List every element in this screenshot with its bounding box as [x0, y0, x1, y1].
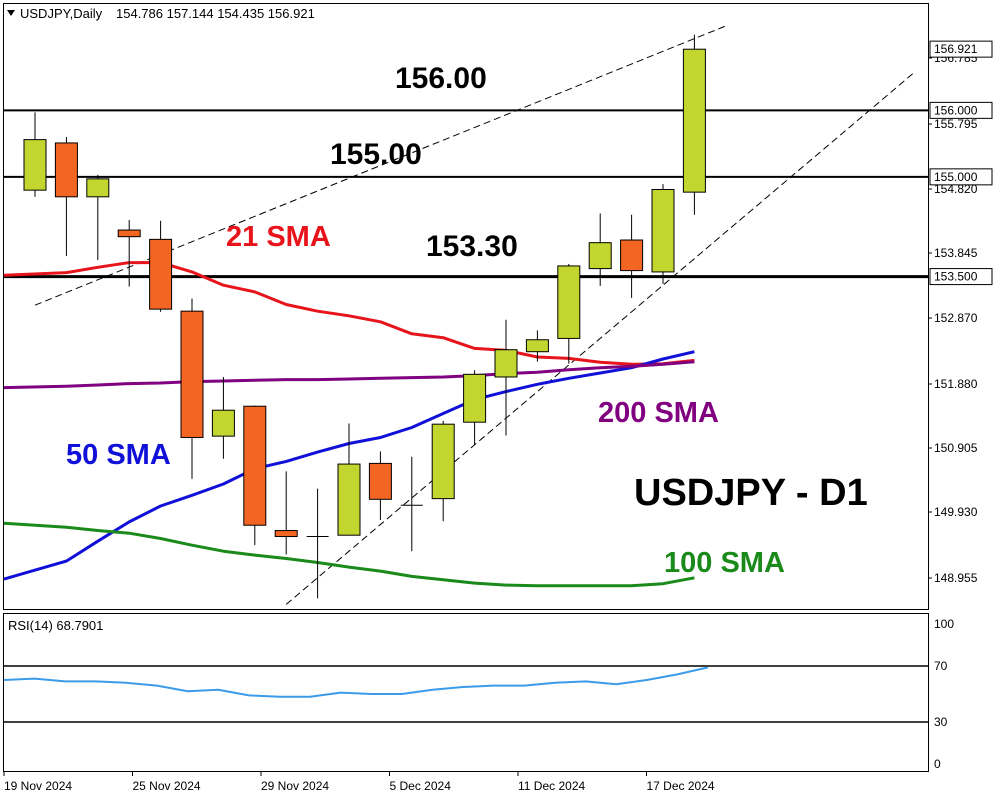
- candle-body: [525, 339, 549, 353]
- candle-body: [463, 373, 487, 423]
- price-level-label: 155.000: [934, 170, 978, 184]
- candles: [23, 34, 706, 599]
- rsi-panel-frame: [3, 613, 929, 772]
- 50-sma-line: [3, 350, 695, 581]
- candle: [557, 263, 581, 364]
- candle-body: [149, 238, 173, 310]
- candle: [337, 423, 361, 536]
- price-level-label: 153.500: [934, 270, 978, 284]
- rsi-tick-label: 30: [934, 715, 948, 729]
- candle: [431, 420, 455, 522]
- candle-body: [682, 48, 706, 193]
- candle-body: [651, 188, 675, 273]
- rsi-tick-label: 70: [934, 659, 948, 673]
- candle: [494, 319, 518, 436]
- candle: [682, 34, 706, 215]
- candle-body: [243, 405, 267, 526]
- candle: [54, 136, 78, 256]
- date-tick-label: 17 Dec 2024: [647, 779, 715, 793]
- candle: [23, 112, 47, 197]
- candle-body: [274, 530, 298, 538]
- price-level-box: [929, 40, 993, 58]
- price-tick-label: 149.930: [934, 505, 978, 519]
- candle-body: [180, 310, 204, 438]
- candle-body: [588, 242, 612, 270]
- level-annotation-156: 156.00: [395, 62, 487, 95]
- price-tick-label: 153.845: [934, 246, 978, 260]
- candle-body: [557, 265, 581, 339]
- price-axis: 156.785155.795154.820153.845152.870151.8…: [928, 40, 993, 771]
- rsi-tick-label: 0: [934, 757, 941, 771]
- price-tick-label: 150.905: [934, 441, 978, 455]
- candle: [620, 214, 644, 298]
- candle-body: [431, 423, 455, 500]
- sma50-label: 50 SMA: [66, 439, 171, 471]
- candle-body: [117, 229, 141, 238]
- moving-averages: [3, 261, 695, 588]
- candle: [117, 220, 141, 287]
- rsi-indicator: [3, 665, 928, 723]
- candle-body: [337, 463, 361, 536]
- date-tick-label: 19 Nov 2024: [4, 779, 72, 793]
- candle: [463, 370, 487, 445]
- 100-sma-line: [3, 521, 695, 588]
- candle-body: [211, 409, 235, 437]
- price-tick-label: 148.955: [934, 571, 978, 585]
- price-panel-frame: [3, 3, 929, 610]
- ohlc-values: 154.786 157.144 154.435 156.921: [116, 6, 315, 21]
- 200-sma-line: [3, 360, 695, 390]
- price-level-label: 156.000: [934, 103, 978, 117]
- price-tick-label: 154.820: [934, 182, 978, 196]
- price-tick-label: 155.795: [934, 117, 978, 131]
- candle-body: [23, 139, 47, 191]
- level-annotation-153-30: 153.30: [426, 230, 518, 263]
- candle: [525, 330, 549, 362]
- candle: [211, 376, 235, 459]
- candle: [274, 471, 298, 555]
- sma21-label: 21 SMA: [226, 221, 331, 253]
- candle-body: [54, 142, 78, 198]
- candle: [243, 405, 267, 546]
- level-annotation-155: 155.00: [330, 138, 422, 171]
- date-tick-label: 29 Nov 2024: [261, 779, 329, 793]
- price-level-box: [929, 268, 993, 286]
- price-tick-label: 151.880: [934, 377, 978, 391]
- price-level-box: [929, 101, 993, 119]
- candle: [306, 488, 329, 599]
- candle: [651, 184, 675, 284]
- channel-line-lower: [285, 72, 915, 605]
- sma100-label: 100 SMA: [664, 547, 785, 579]
- price-level-label: 156.921: [934, 42, 978, 56]
- sma200-label: 200 SMA: [598, 397, 719, 429]
- rsi-tick-label: 100: [934, 617, 954, 631]
- date-axis: 19 Nov 2024 25 Nov 2024 29 Nov 2024 5 Dec 2…: [3, 772, 715, 793]
- candle: [86, 174, 110, 260]
- rsi-header: RSI(14) 68.7901: [8, 618, 103, 633]
- symbol-label: USDJPY,Daily: [20, 6, 103, 21]
- candle-body: [494, 349, 518, 378]
- candle: [149, 220, 173, 312]
- rsi-line: [3, 666, 709, 698]
- candle: [400, 456, 423, 552]
- candle-body: [368, 462, 392, 500]
- symbol-dropdown-icon[interactable]: [7, 10, 15, 16]
- price-level-box: [929, 168, 993, 186]
- candle-body: [86, 178, 110, 198]
- candle: [588, 213, 612, 286]
- 21-sma-line: [3, 261, 695, 366]
- trend-channel: [34, 25, 915, 605]
- price-tick-label: 152.870: [934, 311, 978, 325]
- candle: [180, 298, 204, 479]
- date-tick-label: 25 Nov 2024: [133, 779, 201, 793]
- chart-title: USDJPY - D1: [634, 472, 868, 514]
- candle: [368, 451, 392, 520]
- candle-body: [620, 239, 644, 272]
- date-tick-label: 11 Dec 2024: [518, 779, 585, 793]
- date-tick-label: 5 Dec 2024: [390, 779, 452, 793]
